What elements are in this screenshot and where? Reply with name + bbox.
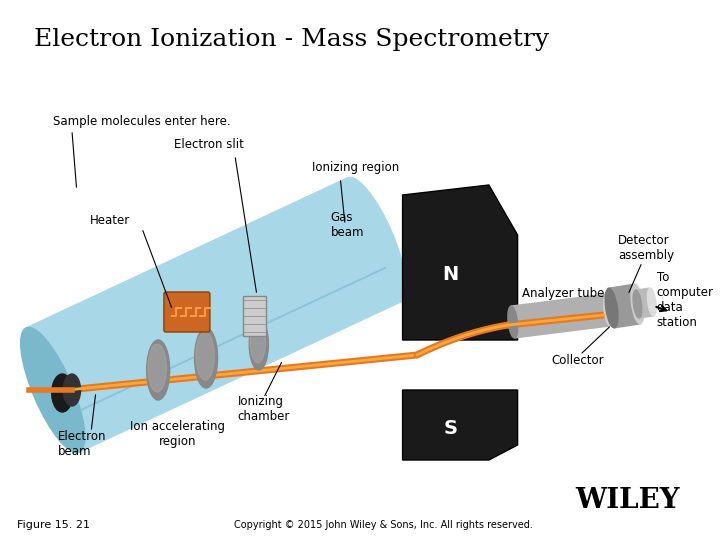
Polygon shape xyxy=(26,178,400,452)
Polygon shape xyxy=(402,185,518,340)
Ellipse shape xyxy=(606,288,618,328)
Polygon shape xyxy=(608,284,640,328)
Polygon shape xyxy=(511,294,611,338)
Text: S: S xyxy=(444,418,457,437)
Polygon shape xyxy=(636,288,654,318)
Text: Electron
beam: Electron beam xyxy=(58,430,106,458)
Ellipse shape xyxy=(21,327,85,453)
Text: Figure 15. 21: Figure 15. 21 xyxy=(17,520,90,530)
Text: Ionizing region: Ionizing region xyxy=(312,161,399,174)
Text: Electron Ionization - Mass Spectrometry: Electron Ionization - Mass Spectrometry xyxy=(34,28,549,51)
Ellipse shape xyxy=(508,306,518,338)
Polygon shape xyxy=(402,390,518,460)
Polygon shape xyxy=(65,267,386,418)
FancyBboxPatch shape xyxy=(164,292,210,332)
Ellipse shape xyxy=(631,284,644,324)
Polygon shape xyxy=(243,296,266,336)
Text: N: N xyxy=(442,266,459,285)
Text: To
computer
data
station: To computer data station xyxy=(657,271,714,329)
Ellipse shape xyxy=(604,294,613,326)
Text: Analyzer tube: Analyzer tube xyxy=(523,287,605,300)
Ellipse shape xyxy=(52,374,73,412)
Ellipse shape xyxy=(647,288,656,316)
Ellipse shape xyxy=(63,374,81,406)
Ellipse shape xyxy=(148,344,166,392)
Text: Gas
beam: Gas beam xyxy=(330,211,364,239)
Text: Detector
assembly: Detector assembly xyxy=(618,234,675,262)
Ellipse shape xyxy=(249,318,269,370)
Ellipse shape xyxy=(196,332,215,380)
Text: Ion accelerating
region: Ion accelerating region xyxy=(130,420,225,448)
Text: WILEY: WILEY xyxy=(575,487,680,514)
Text: Ionizing
chamber: Ionizing chamber xyxy=(238,395,290,423)
Ellipse shape xyxy=(342,177,406,302)
Text: Heater: Heater xyxy=(90,213,130,226)
Text: Magnetic field: Magnetic field xyxy=(365,363,459,376)
Ellipse shape xyxy=(147,340,170,400)
Text: Electron slit: Electron slit xyxy=(174,138,244,152)
Ellipse shape xyxy=(194,328,217,388)
Text: Collector: Collector xyxy=(551,354,604,367)
Text: Sample molecules enter here.: Sample molecules enter here. xyxy=(53,116,230,129)
Ellipse shape xyxy=(633,290,642,318)
Text: Copyright © 2015 John Wiley & Sons, Inc. All rights reserved.: Copyright © 2015 John Wiley & Sons, Inc.… xyxy=(234,520,533,530)
Ellipse shape xyxy=(250,321,266,363)
